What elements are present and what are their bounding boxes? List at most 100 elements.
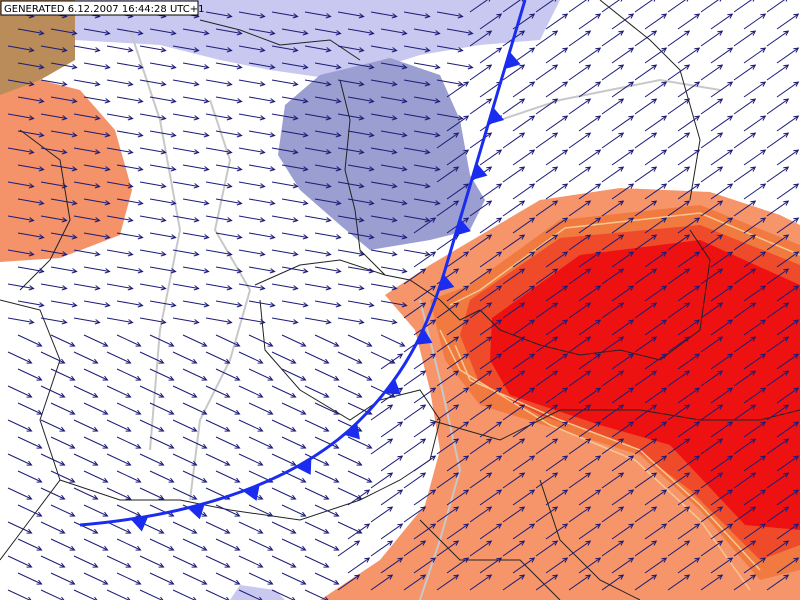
front-triangle <box>504 51 521 70</box>
wind-arrow-head <box>463 387 470 393</box>
wind-arrow-head <box>203 64 210 70</box>
wind-arrow-head <box>496 217 503 223</box>
wind-arrow-shaft <box>304 385 329 398</box>
wind-arrow-shaft <box>512 455 535 472</box>
wind-arrow-head <box>587 0 590 2</box>
wind-arrow-shaft <box>248 300 275 307</box>
wind-arrow-head <box>750 302 757 308</box>
wind-arrow-shaft <box>634 200 657 217</box>
wind-arrow-head <box>236 30 243 36</box>
wind-arrow-shaft <box>436 370 459 387</box>
wind-arrow-shaft <box>281 28 308 35</box>
wind-arrow-head <box>137 268 144 274</box>
wind-arrow-head <box>257 562 264 568</box>
wind-arrow-shaft <box>766 268 789 285</box>
wind-arrow-head <box>684 506 691 512</box>
wind-arrow-shaft <box>337 385 362 398</box>
wind-arrow-head <box>102 409 109 415</box>
wind-arrow-shaft <box>83 470 108 483</box>
wind-arrow-shaft <box>611 149 634 166</box>
wind-arrow-shaft <box>17 266 44 273</box>
wind-arrow-head <box>69 545 76 551</box>
wind-arrow-head <box>661 455 668 461</box>
wind-arrow-head <box>521 0 524 2</box>
wind-arrow-head <box>292 596 296 600</box>
wind-arrow-shaft <box>50 266 77 273</box>
wind-arrow-head <box>628 421 635 427</box>
wind-arrow-shaft <box>370 385 395 398</box>
wind-arrow-shaft <box>677 13 700 30</box>
wind-arrow-head <box>36 511 43 517</box>
wind-arrow-head <box>366 375 373 381</box>
border <box>59 479 361 521</box>
wind-arrow-head <box>453 370 460 376</box>
wind-arrow-shaft <box>205 317 232 324</box>
wind-arrow-shaft <box>281 164 308 171</box>
wind-arrow-shaft <box>644 353 667 370</box>
wind-arrow-head <box>684 98 691 104</box>
wind-arrow-head <box>71 30 78 36</box>
wind-arrow-head <box>752 0 755 2</box>
wind-arrow-shaft <box>50 572 75 585</box>
wind-arrow-shaft <box>535 64 558 81</box>
wind-arrow-shaft <box>667 200 690 217</box>
wind-arrow-head <box>717 574 724 580</box>
wind-arrow-head <box>618 574 625 580</box>
front-triangle <box>438 274 455 292</box>
wind-arrow-head <box>783 200 790 206</box>
wind-arrow-head <box>717 472 724 478</box>
wind-arrow-shaft <box>149 232 176 239</box>
wind-arrow-head <box>760 13 767 19</box>
wind-arrow-head <box>257 528 264 534</box>
wind-arrow-shaft <box>700 438 723 455</box>
wind-arrow-head <box>651 268 658 274</box>
wind-arrow-head <box>727 455 734 461</box>
wind-arrow-head <box>300 545 307 551</box>
wind-arrow-head <box>127 217 134 223</box>
wind-arrow-head <box>595 251 602 257</box>
wind-arrow-head <box>552 370 559 376</box>
wind-arrow-shaft <box>271 147 298 154</box>
wind-arrow-head <box>453 404 460 410</box>
wind-arrow-shaft <box>667 268 690 285</box>
wind-arrow-shaft <box>337 540 360 557</box>
wind-arrow-shaft <box>73 385 98 398</box>
wind-arrow-head <box>203 302 210 308</box>
wind-arrow-head <box>661 387 668 393</box>
wind-arrow-head <box>28 115 35 121</box>
wind-arrow-head <box>368 132 375 138</box>
wind-arrow-head <box>651 200 658 206</box>
wind-arrow-shaft <box>776 523 799 540</box>
wind-arrow-shaft <box>502 132 525 149</box>
wind-arrow-head <box>71 132 78 138</box>
wind-arrow-head <box>793 489 800 495</box>
wind-arrow-shaft <box>667 472 690 489</box>
wind-arrow-shaft <box>106 419 131 432</box>
wind-arrow-shaft <box>502 574 525 591</box>
wind-arrow-shaft <box>469 98 492 115</box>
wind-arrow-head <box>193 251 200 257</box>
wind-arrow-head <box>661 523 668 529</box>
wind-arrow-head <box>760 285 767 291</box>
wind-arrow-shaft <box>733 234 756 251</box>
wind-arrow-shaft <box>479 319 502 336</box>
wind-arrow-shaft <box>766 234 789 251</box>
wind-arrow-shaft <box>172 113 199 120</box>
wind-arrow-head <box>28 285 35 291</box>
wind-arrow-shaft <box>248 198 275 205</box>
wind-arrow-head <box>585 268 592 274</box>
wind-arrow-head <box>529 47 536 53</box>
wind-arrow-head <box>397 387 404 393</box>
wind-arrow-shaft <box>73 453 98 466</box>
wind-arrow-shaft <box>611 251 634 268</box>
wind-arrow-shaft <box>172 79 199 86</box>
wind-arrow-shaft <box>215 130 242 137</box>
wind-arrow-shaft <box>634 370 657 387</box>
wind-arrow-head <box>94 285 101 291</box>
wind-arrow-shaft <box>314 300 341 307</box>
wind-arrow-head <box>595 319 602 325</box>
wind-arrow-head <box>368 30 375 36</box>
wind-arrow-head <box>651 30 658 36</box>
wind-arrow-shaft <box>370 283 397 290</box>
wind-arrow-head <box>453 574 460 580</box>
